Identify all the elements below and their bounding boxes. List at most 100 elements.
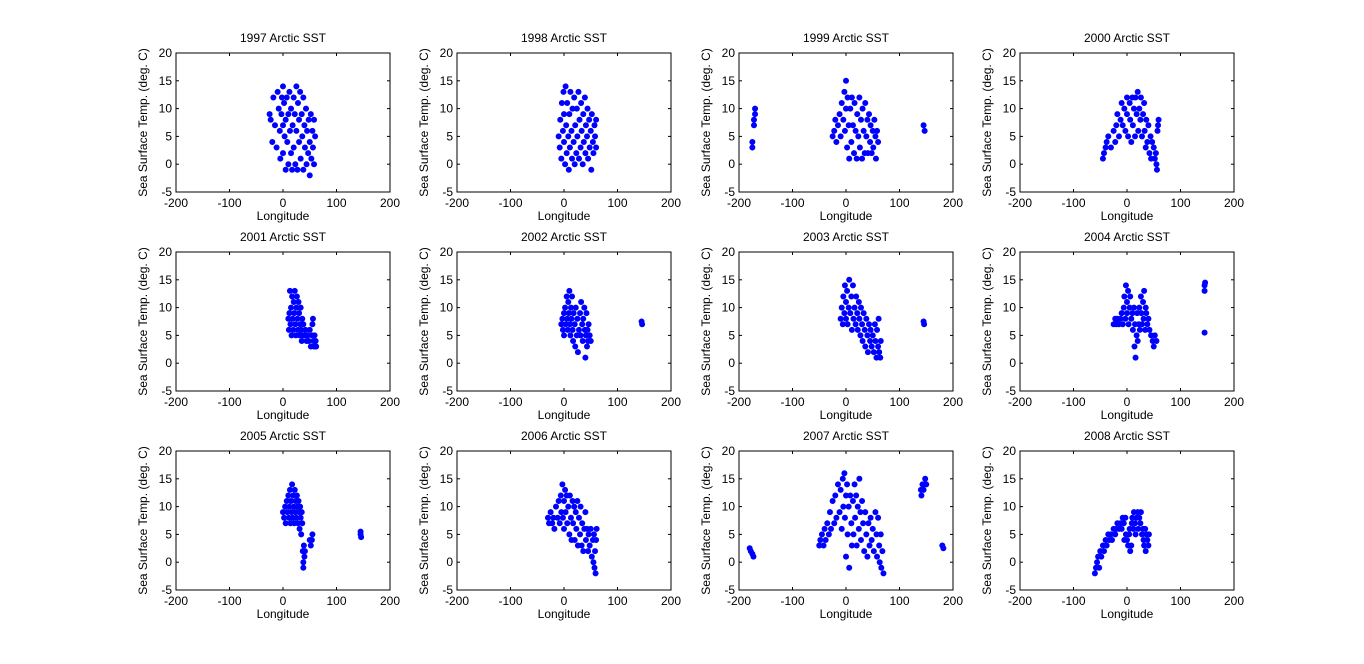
data-point bbox=[572, 122, 579, 129]
data-point bbox=[863, 133, 870, 140]
data-point bbox=[847, 310, 854, 317]
data-point bbox=[1137, 509, 1144, 516]
data-point bbox=[589, 138, 596, 145]
x-tick-label: 0 bbox=[843, 196, 850, 210]
data-point bbox=[563, 293, 570, 300]
data-point bbox=[278, 111, 285, 118]
data-point bbox=[867, 337, 874, 344]
data-point bbox=[1127, 116, 1134, 123]
x-axis-label: Longitude bbox=[820, 607, 873, 621]
data-point bbox=[571, 503, 578, 510]
data-point bbox=[574, 349, 581, 356]
y-tick-label: 0 bbox=[446, 157, 453, 171]
data-point bbox=[297, 304, 304, 311]
x-tick-label: 0 bbox=[561, 395, 568, 409]
data-point bbox=[854, 326, 861, 333]
data-point bbox=[586, 116, 593, 123]
y-axis-label: Sea Surface Temp. (deg. C) bbox=[980, 446, 994, 595]
data-point bbox=[1126, 100, 1133, 107]
data-point bbox=[1126, 531, 1133, 538]
y-tick-label: 10 bbox=[159, 301, 173, 315]
y-axis-label: Sea Surface Temp. (deg. C) bbox=[417, 446, 431, 595]
x-tick-label: 200 bbox=[380, 196, 400, 210]
data-point bbox=[867, 514, 874, 521]
data-point bbox=[281, 100, 288, 107]
data-point bbox=[299, 315, 306, 322]
data-point bbox=[295, 498, 302, 505]
data-point bbox=[567, 332, 574, 339]
data-point bbox=[549, 520, 556, 527]
data-point bbox=[574, 133, 581, 140]
data-point bbox=[568, 315, 575, 322]
y-tick-label: 10 bbox=[1003, 301, 1017, 315]
subplot-title: 2002 Arctic SST bbox=[521, 230, 608, 244]
data-point bbox=[303, 105, 310, 112]
data-point bbox=[877, 354, 884, 361]
data-point bbox=[918, 492, 925, 499]
data-point bbox=[1144, 536, 1151, 543]
data-point bbox=[749, 144, 756, 151]
y-tick-label: 10 bbox=[1003, 102, 1017, 116]
data-point bbox=[567, 514, 574, 521]
y-axis-label: Sea Surface Temp. (deg. C) bbox=[699, 48, 713, 197]
data-point bbox=[1131, 343, 1138, 350]
data-point bbox=[582, 150, 589, 157]
x-tick-label: -200 bbox=[727, 395, 751, 409]
x-tick-label: -200 bbox=[1008, 196, 1032, 210]
data-point bbox=[866, 542, 873, 549]
axes-box bbox=[456, 52, 672, 193]
data-point bbox=[562, 486, 569, 493]
data-point bbox=[856, 475, 863, 482]
subplot-11: -200 -100 0 100 200 -5 0 5 10 15 20 2007 Arctic SST… bbox=[699, 429, 963, 621]
data-point bbox=[282, 116, 289, 123]
x-tick-label: -200 bbox=[164, 594, 188, 608]
x-tick-label: 100 bbox=[1170, 594, 1190, 608]
data-point bbox=[1124, 310, 1131, 317]
data-point bbox=[574, 315, 581, 322]
data-point bbox=[1103, 542, 1110, 549]
data-point bbox=[565, 133, 572, 140]
data-point bbox=[876, 542, 883, 549]
data-point bbox=[1145, 315, 1152, 322]
data-point bbox=[838, 304, 845, 311]
data-point bbox=[848, 94, 855, 101]
y-tick-label: 5 bbox=[1009, 527, 1016, 541]
data-point bbox=[832, 492, 839, 499]
data-point bbox=[574, 498, 581, 505]
x-tick-label: -100 bbox=[217, 395, 241, 409]
y-tick-label: 5 bbox=[728, 328, 735, 342]
data-point bbox=[288, 105, 295, 112]
data-point bbox=[1147, 133, 1154, 140]
data-point bbox=[562, 509, 569, 516]
data-point bbox=[1135, 127, 1142, 134]
data-point bbox=[1136, 514, 1143, 521]
data-point bbox=[566, 144, 573, 151]
data-point bbox=[1122, 315, 1129, 322]
data-point bbox=[569, 293, 576, 300]
y-tick-label: -5 bbox=[1005, 185, 1016, 199]
data-point bbox=[859, 321, 866, 328]
x-tick-label: 100 bbox=[326, 196, 346, 210]
data-point bbox=[309, 321, 316, 328]
data-point bbox=[831, 520, 838, 527]
subplot-4: -200 -100 0 100 200 -5 0 5 10 15 20 2000 Arctic SST… bbox=[980, 31, 1244, 223]
data-point bbox=[1142, 548, 1149, 555]
data-point bbox=[1136, 304, 1143, 311]
data-point bbox=[279, 83, 286, 90]
data-point bbox=[840, 503, 847, 510]
data-point bbox=[562, 304, 569, 311]
y-tick-label: 0 bbox=[165, 555, 172, 569]
data-point bbox=[872, 337, 879, 344]
data-point bbox=[828, 525, 835, 532]
data-point bbox=[833, 138, 840, 145]
y-tick-label: 15 bbox=[722, 74, 736, 88]
y-tick-label: 20 bbox=[440, 46, 454, 60]
x-tick-label: -100 bbox=[780, 594, 804, 608]
data-point bbox=[855, 133, 862, 140]
data-point bbox=[572, 509, 579, 516]
data-point bbox=[311, 116, 318, 123]
data-point bbox=[862, 343, 869, 350]
data-point bbox=[866, 111, 873, 118]
y-tick-label: 15 bbox=[159, 74, 173, 88]
data-point bbox=[561, 332, 568, 339]
